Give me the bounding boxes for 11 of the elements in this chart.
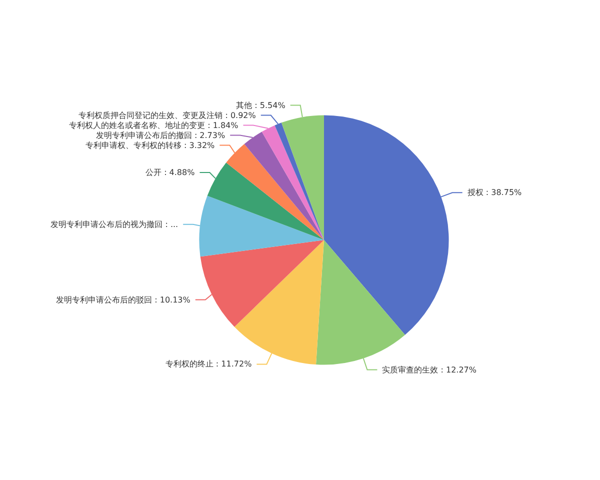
slice-label: 专利权的终止 : 11.72% (165, 360, 252, 369)
slice-label: 发明专利申请公布后的驳回 : 10.13% (56, 295, 191, 304)
slice-label: 公开 : 4.88% (146, 168, 196, 178)
slice-label: 授权 : 38.75% (467, 188, 522, 198)
slice-label: 发明专利申请公布后的视为撤回 : ... (50, 220, 178, 229)
slice-label: 专利申请权、专利权的转移 : 3.32% (85, 140, 216, 150)
slice-label: 其他 : 5.54% (236, 100, 286, 110)
slice-label: 实质审查的生效 : 12.27% (382, 365, 477, 374)
slice-label: 专利权质押合同登记的生效、变更及注销 : 0.92% (78, 110, 256, 120)
slice-label: 发明专利申请公布后的撤回 : 2.73% (96, 130, 226, 140)
slice-label: 专利权人的姓名或者名称、地址的变更 : 1.84% (69, 120, 239, 130)
